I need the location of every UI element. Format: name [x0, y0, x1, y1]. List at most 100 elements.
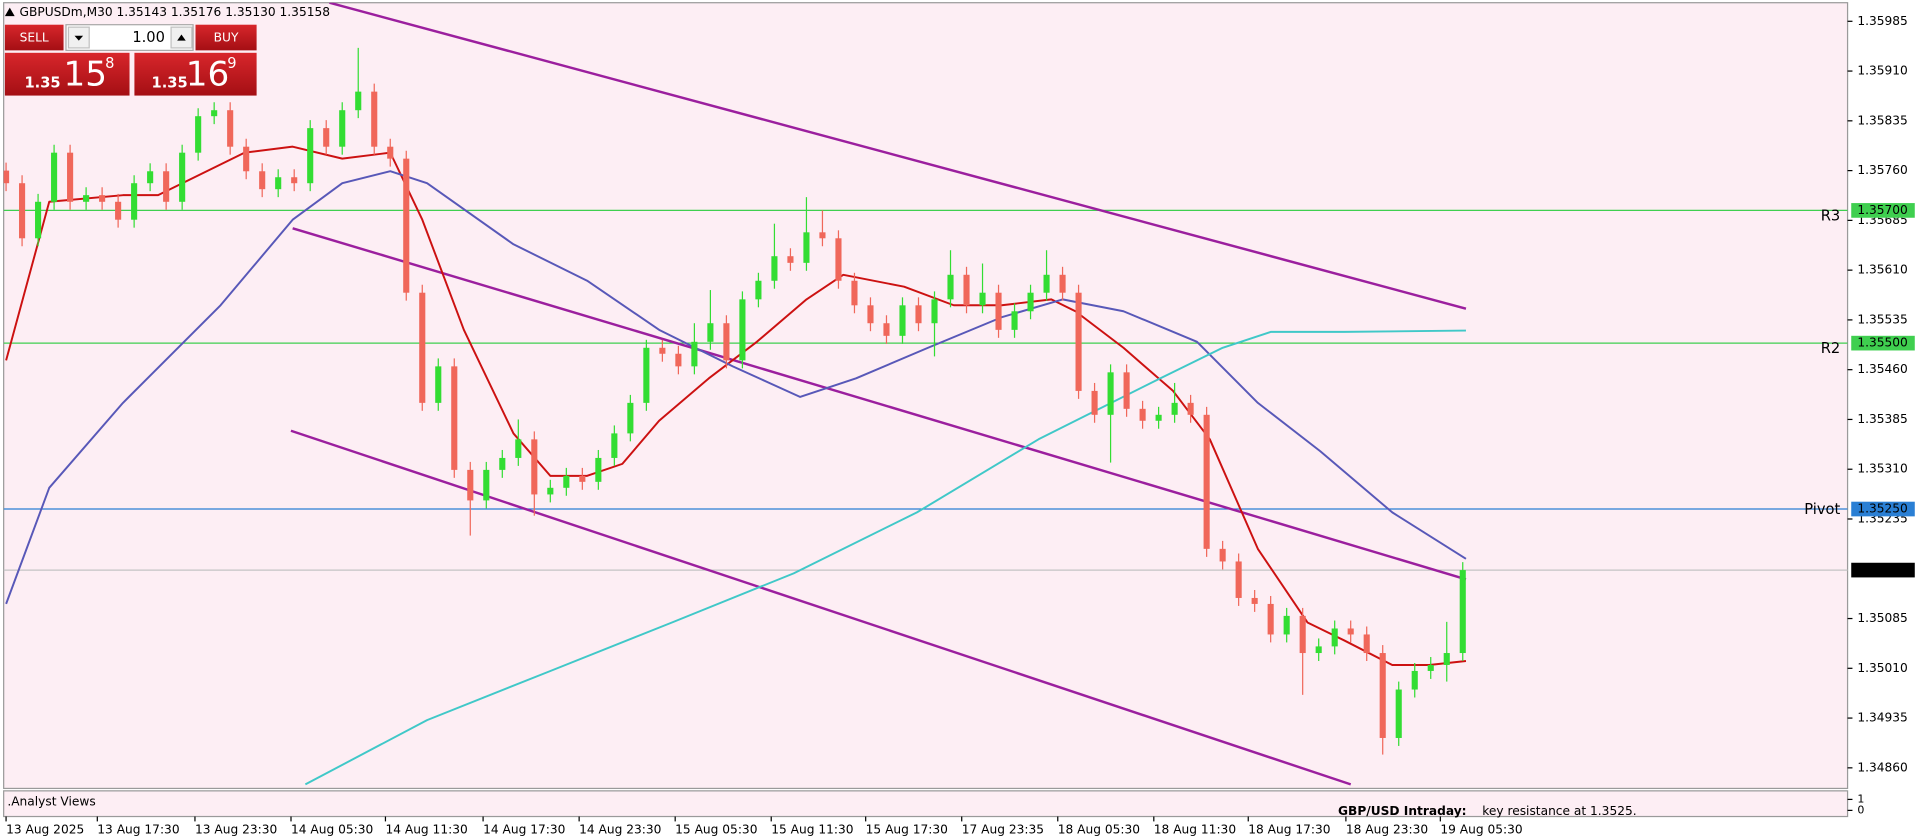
moving-average — [5, 170, 1467, 605]
candle-body — [1427, 664, 1434, 671]
candle-body — [563, 475, 570, 488]
candle-body — [195, 116, 202, 153]
x-tick-label: 18 Aug 05:30 — [1058, 822, 1140, 836]
candle-body — [883, 323, 890, 336]
sell-label: SELL — [20, 31, 49, 45]
candle-body — [1347, 628, 1354, 635]
y-tick-label: 1.34860 — [1857, 760, 1907, 774]
x-tick-label: 14 Aug 23:30 — [579, 822, 661, 836]
sub-y-tick-label: 0 — [1857, 803, 1864, 816]
candle-body — [403, 158, 410, 293]
y-tick-label: 1.35385 — [1857, 412, 1907, 426]
buy-label: BUY — [214, 31, 239, 45]
x-tick-label: 15 Aug 11:30 — [771, 822, 853, 836]
candle-body — [243, 146, 250, 172]
bid-box[interactable] — [4, 52, 130, 96]
candle-body — [1123, 372, 1130, 409]
x-tick-label: 18 Aug 23:30 — [1346, 822, 1428, 836]
candle-body — [163, 171, 170, 202]
candle-body — [595, 457, 602, 482]
candle-body — [451, 366, 458, 470]
y-tick-label: 1.35910 — [1857, 64, 1907, 78]
candle-body — [787, 256, 794, 263]
candle-body — [803, 232, 810, 263]
x-tick-label: 19 Aug 05:30 — [1440, 822, 1522, 836]
current-price-label: 1.35158 — [1857, 563, 1907, 577]
candle-body — [835, 238, 842, 281]
y-tick-label: 1.35310 — [1857, 462, 1907, 476]
ask-big: 1.35 — [152, 74, 188, 91]
candle-body — [1283, 615, 1290, 635]
candle-body — [435, 366, 442, 403]
symbol-header: GBPUSDm,M30 1.35143 1.35176 1.35130 1.35… — [20, 5, 330, 19]
sell-button[interactable] — [4, 24, 64, 51]
candle-body — [1011, 311, 1018, 330]
current-price-box — [1851, 562, 1915, 578]
candle-body — [1043, 274, 1050, 293]
level-name: R2 — [1821, 340, 1841, 357]
y-tick-label: 1.35535 — [1857, 312, 1907, 326]
candle-body — [643, 347, 650, 403]
candle-body — [1363, 634, 1370, 654]
x-tick-label: 13 Aug 2025 — [6, 822, 84, 836]
candle-body — [1395, 689, 1402, 738]
annotation-heading: GBP/USD Intraday: — [1338, 804, 1467, 818]
candle-body — [1219, 548, 1226, 562]
candle-body — [1027, 292, 1034, 312]
candle-body — [1443, 653, 1450, 665]
candle-body — [995, 292, 1002, 330]
buy-button[interactable] — [195, 24, 257, 51]
candle-body — [1459, 570, 1466, 654]
collapse-icon[interactable] — [4, 7, 15, 17]
candle-body — [1075, 292, 1082, 391]
candle-body — [483, 469, 490, 501]
candle-body — [131, 183, 138, 220]
level-name: Pivot — [1804, 501, 1840, 518]
y-tick-label: 1.35010 — [1857, 661, 1907, 675]
level-price-box — [1851, 501, 1915, 517]
candle-body — [1203, 414, 1210, 549]
candle-body — [323, 128, 330, 147]
candle-body — [1139, 408, 1146, 421]
candle-body — [339, 110, 346, 147]
y-tick-label: 1.35835 — [1857, 113, 1907, 127]
plot-area — [3, 2, 1849, 790]
candle-body — [355, 91, 362, 111]
candle-body — [387, 146, 394, 159]
candle-body — [115, 201, 122, 220]
candle-body — [675, 353, 682, 367]
x-tick-label: 14 Aug 05:30 — [291, 822, 373, 836]
bid-big: 1.35 — [24, 74, 60, 91]
candle-body — [371, 91, 378, 147]
candle-body — [467, 469, 474, 501]
sub-y-tick-label: 1 — [1857, 792, 1864, 805]
x-tick-label: 14 Aug 11:30 — [385, 822, 467, 836]
annotation-text: key resistance at 1.3525. — [1482, 804, 1636, 818]
level-price-label: 1.35250 — [1857, 502, 1907, 516]
candle-body — [1251, 597, 1258, 604]
level-price-label: 1.35500 — [1857, 336, 1907, 350]
ask-box[interactable] — [134, 52, 257, 96]
candle-body — [51, 152, 58, 202]
candle-body — [915, 305, 922, 324]
bid-main: 15 — [64, 55, 108, 95]
candle-body — [211, 110, 218, 117]
candle-body — [547, 487, 554, 495]
candle-body — [1059, 274, 1066, 293]
candle-body — [579, 475, 586, 482]
candle-body — [931, 299, 938, 324]
candle-body — [275, 177, 282, 190]
candle-body — [723, 323, 730, 361]
candle-body — [419, 292, 426, 403]
candle-body — [851, 280, 858, 306]
candle-body — [1315, 646, 1322, 654]
candle-body — [963, 274, 970, 306]
candle-body — [1107, 372, 1114, 415]
x-tick-label: 15 Aug 17:30 — [866, 822, 948, 836]
candle-body — [947, 274, 954, 300]
candle-body — [1267, 603, 1274, 635]
y-tick-label: 1.34935 — [1857, 711, 1907, 725]
candle-body — [771, 256, 778, 281]
candle-body — [499, 457, 506, 470]
